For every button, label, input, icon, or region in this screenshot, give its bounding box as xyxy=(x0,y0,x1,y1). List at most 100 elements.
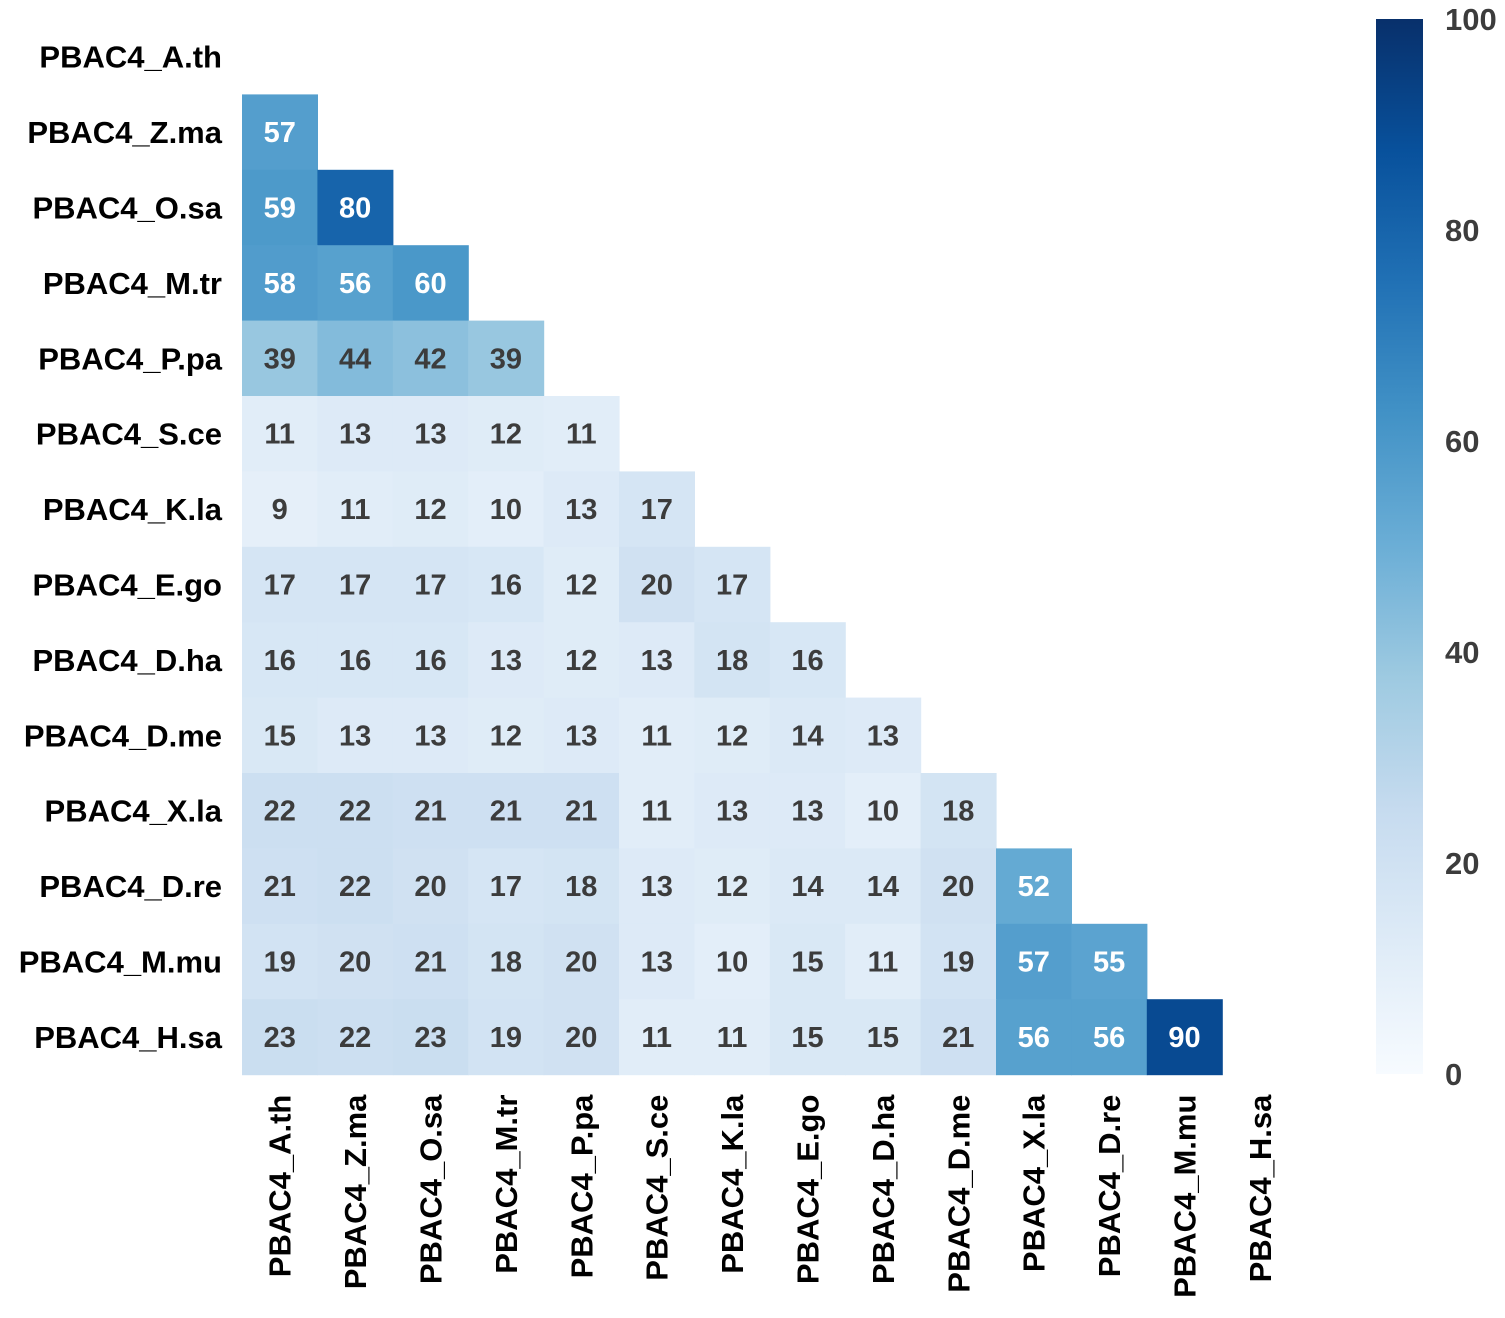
heatmap-cell xyxy=(996,923,1072,1000)
cell-value-label: 39 xyxy=(264,343,296,375)
heatmap-cell xyxy=(242,471,318,548)
cell-value-label: 57 xyxy=(264,117,296,149)
column-label: PBAC4_D.ha xyxy=(866,1094,901,1284)
heatmap-cell xyxy=(242,622,318,699)
heatmap-cell xyxy=(543,999,620,1076)
heatmap-cells: 57 59 80 58 56 60 39 44 42 39 11 13 13 12 11 9 11 12 10 13 1… xyxy=(242,94,1223,1076)
row-label: PBAC4_P.pa xyxy=(38,341,223,376)
cell-value-label: 11 xyxy=(641,720,672,752)
cell-value-label: 13 xyxy=(339,720,371,752)
cell-value-label: 23 xyxy=(414,1022,446,1054)
heatmap-cell xyxy=(619,697,695,774)
heatmap-cell xyxy=(317,546,394,623)
heatmap-cell xyxy=(769,848,846,925)
colorbar-tick-label: 40 xyxy=(1445,635,1479,670)
cell-value-label: 11 xyxy=(868,947,899,979)
cell-value-label: 16 xyxy=(339,645,371,677)
cell-value-label: 14 xyxy=(791,720,823,752)
heatmap-cell xyxy=(317,169,394,246)
cell-value-label: 11 xyxy=(566,419,597,451)
heatmap-cell xyxy=(392,471,469,548)
heatmap-cell xyxy=(619,999,695,1076)
heatmap-cell xyxy=(242,546,318,623)
heatmap-cell xyxy=(468,546,545,623)
cell-value-label: 10 xyxy=(490,494,522,526)
heatmap-cell xyxy=(468,697,545,774)
cell-value-label: 90 xyxy=(1168,1022,1200,1054)
column-label: PBAC4_M.mu xyxy=(1168,1095,1203,1298)
cell-value-label: 21 xyxy=(264,871,296,903)
heatmap-cell xyxy=(996,848,1072,925)
heatmap-cell xyxy=(317,320,394,397)
row-label: PBAC4_M.tr xyxy=(43,266,222,301)
heatmap-cell xyxy=(694,546,771,623)
cell-value-label: 56 xyxy=(339,268,371,300)
heatmap-cell xyxy=(920,848,997,925)
colorbar-tick-label: 0 xyxy=(1445,1057,1462,1092)
row-label: PBAC4_H.sa xyxy=(34,1020,223,1055)
cell-value-label: 21 xyxy=(414,796,446,828)
colorbar-tick-label: 80 xyxy=(1445,213,1479,248)
cell-value-label: 42 xyxy=(414,343,446,375)
heatmap-cell xyxy=(920,923,997,1000)
colorbar-tick-label: 20 xyxy=(1445,846,1479,881)
cell-value-label: 19 xyxy=(264,947,296,979)
heatmap-cell xyxy=(242,848,318,925)
cell-value-label: 16 xyxy=(264,645,296,677)
cell-value-label: 21 xyxy=(565,796,597,828)
cell-value-label: 15 xyxy=(867,1022,899,1054)
cell-value-label: 17 xyxy=(414,570,446,602)
cell-value-label: 44 xyxy=(339,343,371,375)
cell-value-label: 12 xyxy=(565,570,597,602)
cell-value-label: 12 xyxy=(490,720,522,752)
row-label: PBAC4_D.ha xyxy=(33,643,223,678)
cell-value-label: 11 xyxy=(340,494,371,526)
heatmap-cell xyxy=(392,320,469,397)
cell-value-label: 21 xyxy=(490,796,522,828)
heatmap-cell xyxy=(845,848,922,925)
cell-value-label: 22 xyxy=(339,871,371,903)
column-label: PBAC4_O.sa xyxy=(414,1094,449,1284)
heatmap-cell xyxy=(769,923,846,1000)
cell-value-label: 56 xyxy=(1093,1022,1125,1054)
heatmap-cell xyxy=(242,396,318,472)
heatmap-cell xyxy=(317,923,394,1000)
cell-value-label: 11 xyxy=(264,419,295,451)
column-label: PBAC4_D.me xyxy=(941,1095,976,1293)
cell-value-label: 20 xyxy=(641,570,673,602)
cell-value-label: 13 xyxy=(339,419,371,451)
column-label: PBAC4_K.la xyxy=(715,1094,750,1274)
heatmap-cell xyxy=(543,697,620,774)
row-labels: PBAC4_A.th PBAC4_Z.ma PBAC4_O.sa PBAC4_M.tr… xyxy=(19,40,223,1055)
heatmap-cell xyxy=(694,773,771,849)
cell-value-label: 18 xyxy=(565,871,597,903)
cell-value-label: 55 xyxy=(1093,947,1125,979)
heatmap-cell xyxy=(619,546,695,623)
cell-value-label: 16 xyxy=(414,645,446,677)
heatmap-cell xyxy=(694,697,771,774)
cell-value-label: 13 xyxy=(867,720,899,752)
heatmap-cell xyxy=(242,169,318,246)
heatmap-cell xyxy=(242,320,318,397)
column-label: PBAC4_Z.ma xyxy=(338,1094,373,1289)
cell-value-label: 13 xyxy=(414,419,446,451)
cell-value-label: 20 xyxy=(942,871,974,903)
cell-value-label: 56 xyxy=(1018,1022,1050,1054)
column-label: PBAC4_H.sa xyxy=(1243,1094,1278,1283)
heatmap-cell xyxy=(468,396,545,472)
heatmap-cell xyxy=(769,999,846,1076)
heatmap-cell xyxy=(317,622,394,699)
column-label: PBAC4_X.la xyxy=(1017,1094,1052,1272)
heatmap-cell xyxy=(920,773,997,849)
row-label: PBAC4_K.la xyxy=(43,492,223,527)
heatmap-cell xyxy=(242,697,318,774)
heatmap-cell xyxy=(242,245,318,322)
cell-value-label: 14 xyxy=(867,871,899,903)
heatmap-cell xyxy=(619,923,695,1000)
heatmap-cell xyxy=(242,94,318,171)
heatmap-cell xyxy=(1071,923,1148,1000)
cell-value-label: 22 xyxy=(339,796,371,828)
heatmap-cell xyxy=(392,773,469,849)
row-label: PBAC4_D.re xyxy=(39,869,222,904)
heatmap-cell xyxy=(845,697,922,774)
